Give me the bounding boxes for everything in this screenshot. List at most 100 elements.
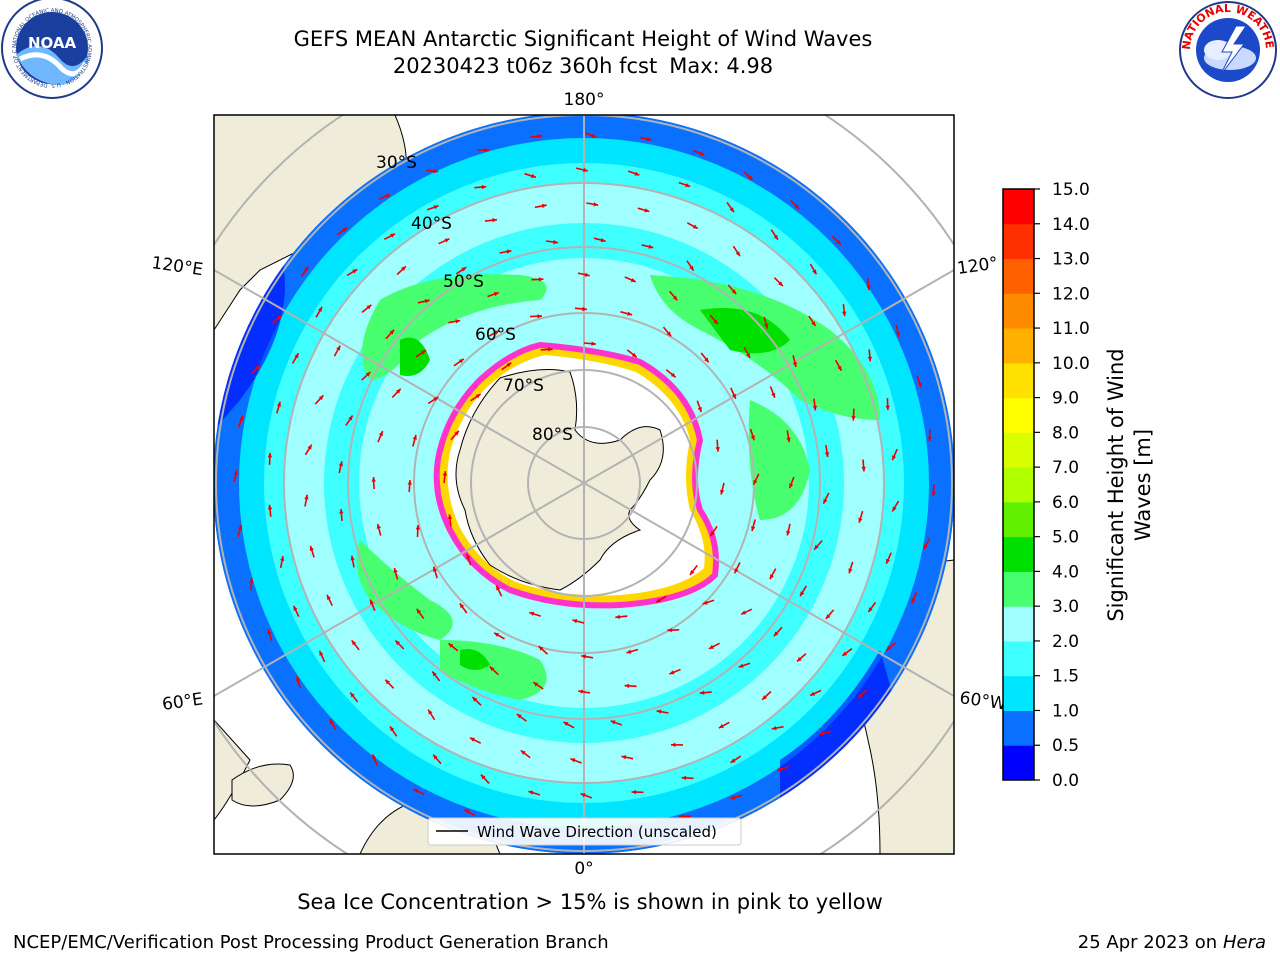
legend-label: Wind Wave Direction (unscaled) — [477, 823, 717, 841]
wave-arrow-head — [734, 568, 739, 574]
wave-arrow-head — [484, 147, 489, 153]
wave-arrow-head — [866, 285, 871, 291]
wave-arrow-head — [537, 314, 542, 319]
wave-arrow-head — [792, 362, 797, 367]
map-legend: Wind Wave Direction (unscaled) — [427, 817, 742, 846]
lon-label-lower-right: 60°W — [958, 688, 1007, 714]
footer-machine: Hera — [1222, 932, 1266, 953]
colorbar-tick-label: 12.0 — [1052, 284, 1090, 304]
wave-arrow-head — [433, 205, 439, 210]
wave-arrow-head — [366, 304, 372, 310]
wave-arrow-head — [648, 244, 654, 249]
lat-label-30s: 30°S — [376, 153, 417, 173]
wave-arrow-head — [318, 306, 323, 312]
wave-arrow-head — [496, 585, 501, 591]
latitude-labels: 30°S 40°S 50°S 60°S 70°S 80°S — [376, 153, 573, 445]
wave-arrow-head — [280, 556, 285, 561]
wave-arrow-head — [459, 603, 465, 609]
wave-arrow-head — [563, 722, 569, 727]
wave-arrow-head — [365, 371, 371, 377]
wave-arrow-head — [786, 437, 791, 443]
colorbar-tick-label: 0.5 — [1052, 736, 1079, 756]
wave-arrow-head — [412, 434, 417, 440]
wave-arrow-head — [669, 670, 675, 675]
wave-arrow-head — [533, 682, 539, 687]
wave-arrow-head — [506, 362, 512, 368]
wave-arrow-head — [646, 136, 652, 142]
wave-arrow-head — [842, 651, 848, 656]
title-max: Max: 4.98 — [669, 54, 774, 78]
wave-arrow-head — [720, 489, 725, 495]
wave-arrow-head — [396, 388, 401, 394]
wave-arrow-head — [621, 755, 627, 760]
wave-arrow-head — [296, 676, 301, 682]
wave-arrow-head — [690, 570, 695, 575]
lat-label-60s: 60°S — [475, 325, 516, 345]
colorbar-tick-label: 13.0 — [1052, 250, 1090, 270]
colorbar-segment — [1003, 328, 1034, 364]
wave-arrow-head — [538, 646, 544, 651]
wave-arrow-head — [506, 249, 512, 254]
wave-arrow-head — [769, 574, 774, 580]
high-wave-patch-8 — [460, 649, 490, 670]
colorbar-segment — [1003, 501, 1034, 538]
wave-arrow-head — [455, 319, 461, 324]
wave-arrow-head — [591, 341, 596, 346]
colorbar-segment — [1003, 362, 1034, 399]
wave-arrow-head — [580, 793, 586, 798]
wave-arrow-head — [338, 461, 343, 467]
wave-arrow-head — [293, 605, 298, 611]
wave-arrow-head — [689, 265, 694, 271]
wave-arrow-head — [789, 483, 794, 489]
wave-arrow-head — [578, 689, 583, 694]
high-wave-patch-6 — [700, 308, 790, 354]
wave-arrow-head — [318, 395, 324, 401]
wave-arrow-head — [670, 372, 676, 378]
wave-arrow-head — [239, 415, 244, 421]
colorbar-segment — [1003, 675, 1034, 711]
wave-arrow-head — [528, 790, 534, 795]
wave-arrow-head — [351, 640, 357, 646]
colorbar-segment — [1003, 189, 1034, 225]
wave-arrow-head — [401, 266, 406, 271]
wave-arrow-head — [350, 692, 355, 698]
high-wave-patch-3 — [356, 540, 453, 640]
wave-arrow-head — [771, 726, 777, 731]
colorbar-segment — [1003, 432, 1034, 468]
wave-arrow-head — [814, 544, 819, 550]
colorbar-segment — [1003, 223, 1034, 260]
wave-arrow-head — [634, 171, 640, 176]
wave-arrow-head — [516, 714, 522, 719]
wave-arrow-head — [778, 281, 783, 287]
colorbar-segments — [1003, 189, 1034, 781]
wave-arrow-head — [369, 599, 374, 605]
wave-arrow-head — [428, 709, 433, 715]
colorbar-segment — [1003, 467, 1034, 503]
colorbar-tick-label: 11.0 — [1052, 319, 1090, 339]
wave-arrow-head — [493, 292, 499, 297]
wave-arrow-head — [837, 365, 842, 371]
wave-arrow-head — [390, 233, 396, 238]
wave-arrow-head — [390, 726, 395, 732]
wave-arrow-head — [715, 447, 720, 452]
wave-arrow-head — [458, 358, 464, 364]
wave-arrow-head — [671, 742, 676, 747]
high-wave-patch-5 — [748, 400, 810, 520]
wave-arrow-head — [572, 619, 578, 624]
colorbar-tick-label: 3.0 — [1052, 597, 1079, 617]
wave-arrow-head — [432, 566, 438, 572]
wave-arrow-head — [520, 750, 526, 755]
wave-arrow-head — [432, 671, 437, 677]
wave-arrow-head — [249, 578, 254, 583]
wave-arrow-head — [267, 452, 273, 458]
wave-arrow-head — [371, 477, 376, 482]
wave-arrow-head — [481, 184, 487, 190]
wave-arrow-head — [267, 504, 273, 510]
wave-arrow-head — [923, 544, 928, 550]
wave-arrow-head — [489, 666, 495, 672]
wave-arrow-head — [718, 724, 724, 729]
wave-arrow-head — [433, 754, 438, 760]
wave-arrow-head — [416, 608, 422, 614]
wave-arrow-head — [480, 774, 486, 780]
wave-arrow-head — [583, 167, 588, 172]
